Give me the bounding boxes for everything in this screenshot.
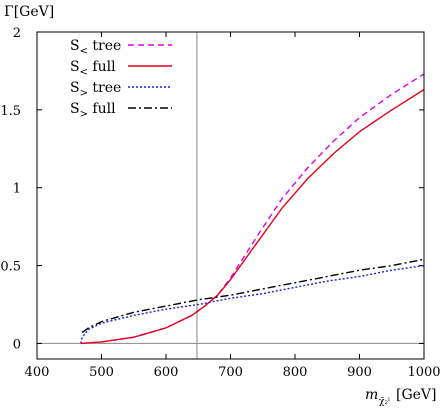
x-axis-label-unit: [GeV] bbox=[396, 387, 437, 403]
x-tick-label: 600 bbox=[154, 365, 179, 380]
series-line-3 bbox=[81, 258, 425, 334]
legend-label-1: S< full bbox=[70, 59, 116, 78]
x-axis-label-main: m bbox=[365, 387, 378, 403]
plot-frame bbox=[36, 31, 425, 360]
series-line-1 bbox=[80, 89, 425, 345]
legend-label-0: S< tree bbox=[70, 38, 121, 57]
x-tick-label: 500 bbox=[89, 365, 114, 380]
x-tick-label: 900 bbox=[347, 365, 372, 380]
x-tick-label: 400 bbox=[25, 365, 50, 380]
y-axis-label: Γ[GeV] bbox=[4, 4, 54, 20]
y-tick-label: 0 bbox=[13, 337, 21, 352]
legend-label-2: S> tree bbox=[70, 80, 121, 99]
x-axis-label-sub: χ̃₂ˡ bbox=[379, 396, 390, 407]
y-tick-label: 1 bbox=[13, 182, 21, 197]
y-tick-label: 1.5 bbox=[0, 104, 21, 119]
x-tick-label: 800 bbox=[283, 365, 308, 380]
legend-label-3: S> full bbox=[70, 101, 116, 120]
x-tick-label: 700 bbox=[218, 365, 243, 380]
series-line-2 bbox=[80, 264, 425, 344]
series-line-0 bbox=[80, 73, 425, 345]
y-tick-label: 0.5 bbox=[0, 260, 21, 275]
x-tick-label: 1000 bbox=[407, 365, 440, 380]
y-tick-label: 2 bbox=[13, 26, 21, 41]
x-axis-label: m χ̃₂ˡ [GeV] bbox=[365, 387, 437, 407]
